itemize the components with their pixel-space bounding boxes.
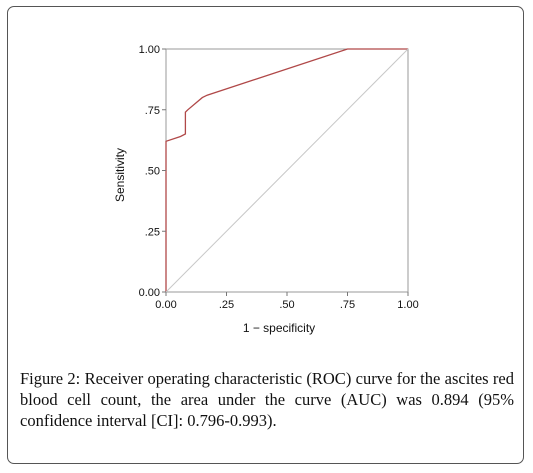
reference-diagonal bbox=[165, 48, 409, 293]
x-axis-title: 1 − specificity bbox=[243, 321, 315, 335]
chart-series bbox=[165, 48, 409, 293]
y-tick-label: 0.00 bbox=[139, 287, 160, 299]
x-tick-label: 0.00 bbox=[155, 299, 176, 311]
figure-caption: Figure 2: Receiver operating characteris… bbox=[20, 368, 514, 431]
x-tick-label: 1.00 bbox=[397, 299, 418, 311]
y-tick-label: .75 bbox=[145, 105, 160, 117]
caption-text: Receiver operating characteristic (ROC) … bbox=[20, 369, 514, 430]
y-tick-label: .50 bbox=[145, 166, 160, 178]
y-tick-label: .25 bbox=[145, 226, 160, 238]
x-tick-label: .75 bbox=[340, 299, 355, 311]
roc-curve bbox=[165, 48, 408, 292]
y-axis-title: Sensitivity bbox=[113, 148, 127, 202]
y-tick-label: 1.00 bbox=[139, 44, 160, 56]
figure-frame bbox=[7, 6, 524, 464]
x-tick-label: .50 bbox=[279, 299, 294, 311]
x-tick-label: .25 bbox=[219, 299, 234, 311]
chart-ticks: 0.00 .25 .50 .75 1.00 0.00 .25 .50 .75 1.00 bbox=[139, 44, 419, 311]
caption-label: Figure 2: bbox=[20, 369, 81, 388]
